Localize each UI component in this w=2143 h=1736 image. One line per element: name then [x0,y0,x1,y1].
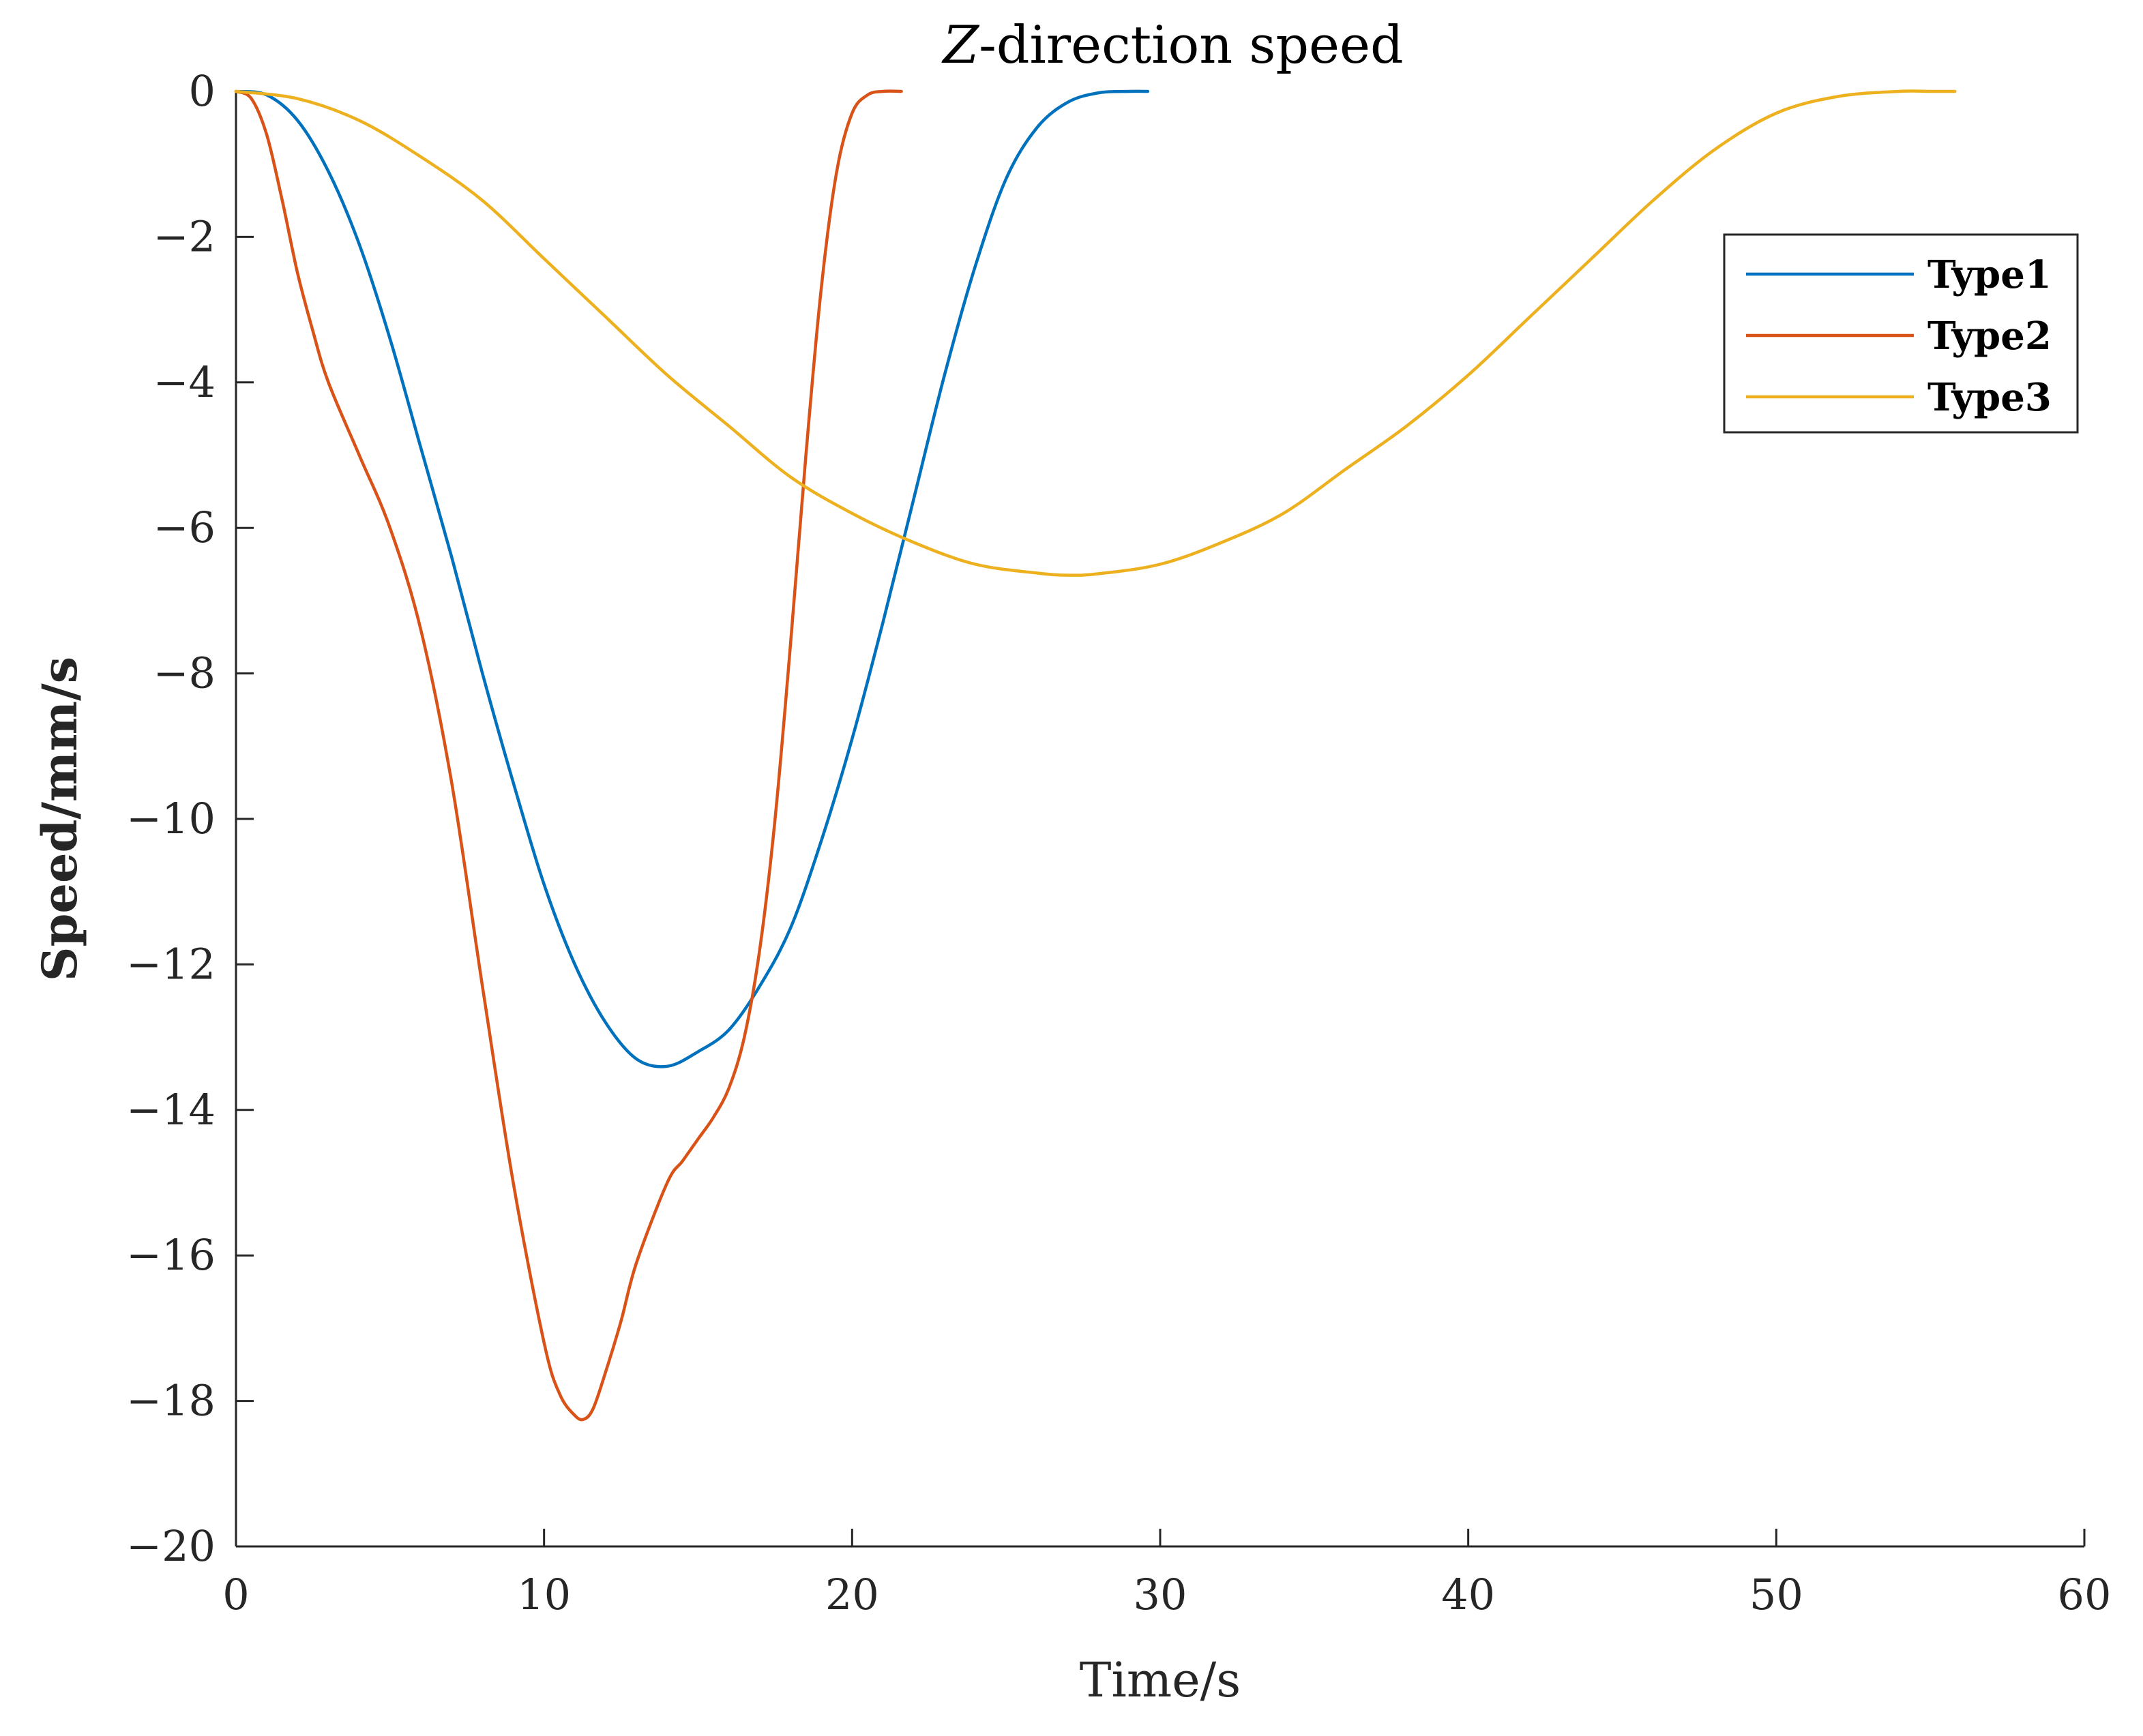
y-tick-label: 0 [189,66,216,116]
y-tick-label: −4 [153,357,216,407]
y-tick-label: −6 [153,503,216,552]
legend-label-type1: Type1 [1927,252,2052,297]
series-line-type1 [234,89,1150,1068]
y-ticks: 0 −2 −4 −6 −8 −10 −12 −14 −16 −18 −20 [126,66,254,1571]
chart-title-italic: Z [941,14,979,75]
x-tick-label: 60 [2058,1570,2112,1619]
chart-title: Z-direction speed [941,14,1403,75]
legend: Type1 Type2 Type3 [1723,233,2079,434]
y-tick-label: −16 [126,1230,216,1280]
y-tick-label: −12 [126,939,216,989]
legend-label-type2: Type2 [1927,314,2052,359]
x-tick-label: 20 [825,1570,879,1619]
x-axis-label: Time/s [1080,1652,1241,1708]
series-line-type2 [234,89,903,1422]
x-tick-label: 10 [517,1570,571,1619]
x-tick-label: 0 [222,1570,249,1619]
x-tick-label: 30 [1134,1570,1187,1619]
legend-label-type3: Type3 [1927,375,2052,420]
y-tick-label: −20 [126,1521,216,1571]
x-tick-label: 50 [1749,1570,1803,1619]
y-axis-label: Speed/mm/s [31,657,88,981]
x-ticks: 0 10 20 30 40 50 60 [222,1529,2111,1619]
series-line-type3 [234,89,1957,577]
legend-box [1723,233,2079,434]
y-tick-label: −18 [126,1376,216,1426]
chart-title-rest: -direction speed [979,14,1403,75]
y-tick-label: −2 [153,211,216,261]
y-tick-label: −14 [126,1085,216,1135]
series-group [234,89,1957,1422]
y-tick-label: −8 [153,648,216,698]
y-tick-label: −10 [126,794,216,843]
x-tick-label: 40 [1441,1570,1495,1619]
